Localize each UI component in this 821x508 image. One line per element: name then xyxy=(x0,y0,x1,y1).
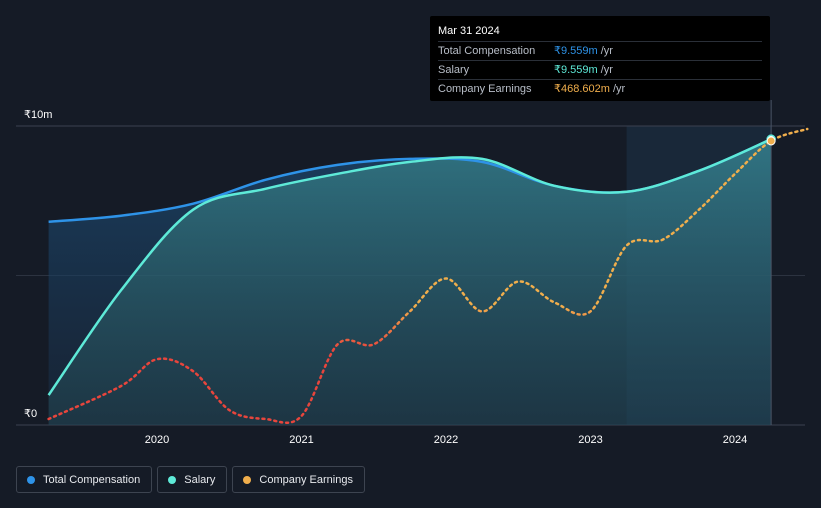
y-tick-label: ₹0 xyxy=(24,408,37,420)
legend-dot-icon xyxy=(168,475,177,484)
legend-item-salary[interactable]: Salary xyxy=(157,466,228,493)
legend-label: Company Earnings xyxy=(259,473,353,486)
tooltip-unit: /yr xyxy=(612,83,626,95)
legend-dot-icon xyxy=(27,475,35,484)
tooltip-unit: /yr xyxy=(600,45,613,57)
legend-label: Total Compensation xyxy=(43,473,141,486)
legend-item-company-earnings[interactable]: Company Earnings xyxy=(232,466,365,493)
salary-area xyxy=(48,139,772,425)
x-tick-label: 2020 xyxy=(145,434,169,446)
legend-label: Salary xyxy=(184,473,216,486)
tooltip-row-company-earnings: Company Earnings ₹468.602m /yr xyxy=(438,80,762,98)
legend: Total Compensation Salary Company Earnin… xyxy=(16,466,365,493)
tooltip: Mar 31 2024 Total Compensation ₹9.559m /… xyxy=(430,16,770,101)
tooltip-row-salary: Salary ₹9.559m /yr xyxy=(438,61,762,80)
x-tick-label: 2021 xyxy=(289,434,313,446)
tooltip-value: ₹468.602m xyxy=(554,83,610,95)
y-tick-label: ₹10m xyxy=(24,109,52,121)
tooltip-label: Salary xyxy=(438,64,470,76)
x-tick-label: 2023 xyxy=(578,434,602,446)
tooltip-row-total-compensation: Total Compensation ₹9.559m /yr xyxy=(438,42,762,61)
company-earnings-line xyxy=(47,127,809,424)
x-tick-label: 2024 xyxy=(723,434,747,446)
tooltip-value: ₹9.559m xyxy=(554,45,598,57)
tooltip-value: ₹9.559m xyxy=(554,64,598,76)
tooltip-date: Mar 31 2024 xyxy=(438,16,762,42)
tooltip-label: Company Earnings xyxy=(438,83,532,95)
legend-item-total-compensation[interactable]: Total Compensation xyxy=(16,466,153,493)
tooltip-label: Total Compensation xyxy=(438,45,536,57)
tooltip-unit: /yr xyxy=(600,64,613,76)
x-tick-label: 2022 xyxy=(434,434,458,446)
earnings-marker xyxy=(766,136,776,146)
legend-dot-icon xyxy=(243,475,252,484)
salary-line xyxy=(47,138,772,396)
